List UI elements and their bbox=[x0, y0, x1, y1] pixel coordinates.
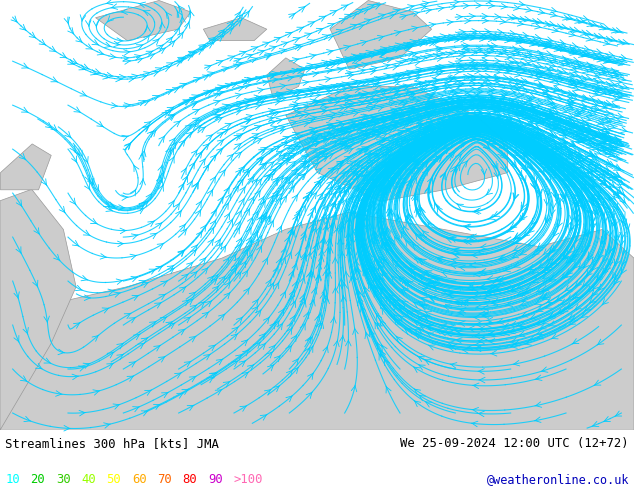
Text: 20: 20 bbox=[30, 473, 45, 486]
Text: @weatheronline.co.uk: @weatheronline.co.uk bbox=[486, 473, 629, 486]
Text: 30: 30 bbox=[56, 473, 70, 486]
Text: 10: 10 bbox=[5, 473, 20, 486]
Text: We 25-09-2024 12:00 UTC (12+72): We 25-09-2024 12:00 UTC (12+72) bbox=[400, 438, 629, 450]
Text: 80: 80 bbox=[183, 473, 197, 486]
Text: >100: >100 bbox=[233, 473, 263, 486]
Text: Streamlines 300 hPa [kts] JMA: Streamlines 300 hPa [kts] JMA bbox=[5, 438, 219, 450]
Text: 50: 50 bbox=[107, 473, 121, 486]
Text: 60: 60 bbox=[132, 473, 146, 486]
Text: 70: 70 bbox=[157, 473, 172, 486]
Text: 40: 40 bbox=[81, 473, 96, 486]
Text: 90: 90 bbox=[208, 473, 223, 486]
